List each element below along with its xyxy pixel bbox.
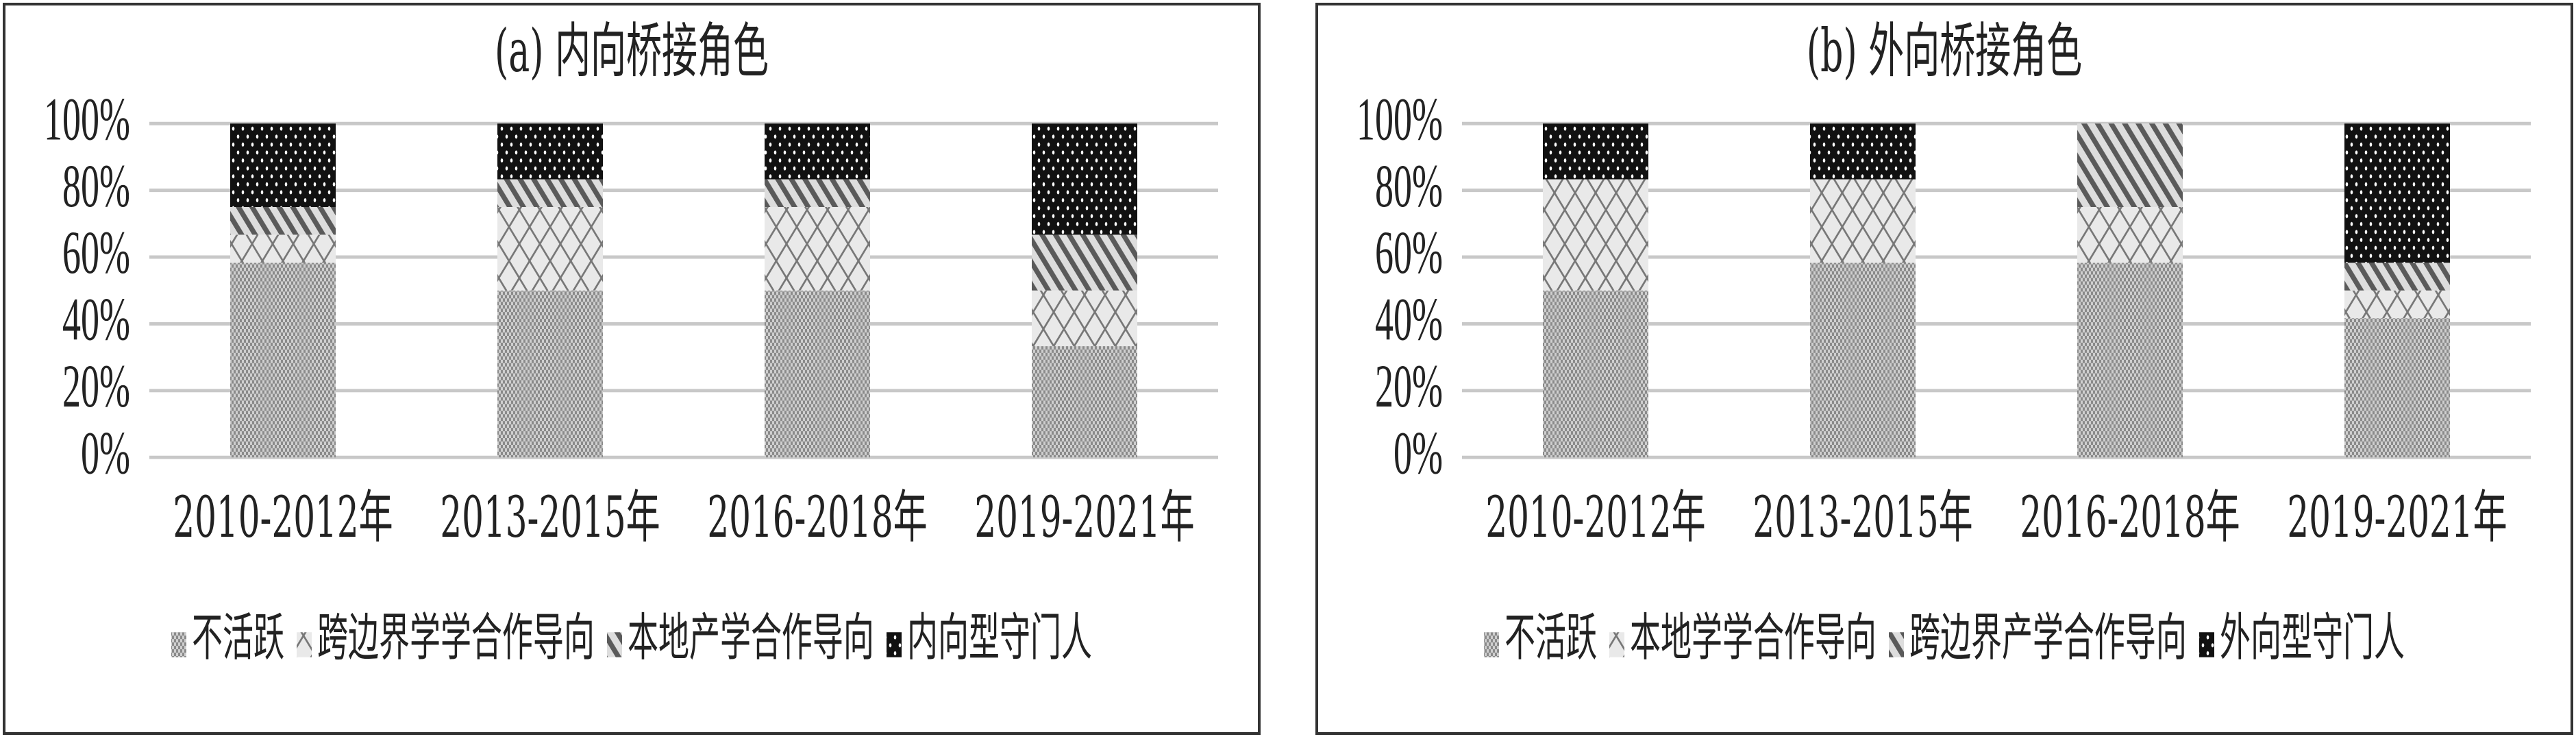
legend-swatch: [1609, 632, 1624, 657]
bar-segment: [497, 123, 603, 180]
bar-segment: [765, 290, 870, 458]
bar-segment: [765, 179, 870, 207]
bar-segment: [2344, 263, 2450, 291]
bar-segment: [230, 206, 336, 235]
y-tick-label: 20%: [1375, 352, 1443, 420]
chart-title: (a) 内向桥接角色: [495, 16, 769, 85]
y-tick-label: 60%: [62, 218, 130, 286]
bar-segment: [2077, 123, 2183, 207]
y-tick-label: 40%: [1375, 285, 1443, 353]
bar-segment: [1543, 179, 1648, 291]
y-tick-label: 100%: [1357, 85, 1443, 153]
chart-b-svg: (b) 外向桥接角色 0%20%40%60%80%100% 2010-2012年 20…: [1357, 16, 2531, 668]
bar-segment: [1543, 123, 1648, 180]
bar-segment: [1810, 263, 1916, 458]
chart-panel-a: (a) 内向桥接角色 0% 20% 40% 60% 80% 100% 2010-2012年 20…: [3, 3, 1261, 735]
legend: 不活跃 跨边界学学合作导向 本地产学合作导向 内向型守门人: [171, 607, 1092, 668]
y-tick-label: 80%: [1375, 152, 1443, 219]
y-tick-label: 60%: [1375, 218, 1443, 286]
legend-swatch: [171, 632, 186, 657]
x-category-label: 2013-2015年: [440, 485, 660, 551]
legend-swatch: [2199, 632, 2214, 657]
legend-swatch: [1484, 632, 1499, 657]
y-tick-label: 80%: [62, 152, 130, 219]
chart-panel-b: (b) 外向桥接角色 0% 20% 40% 60% 80% 100% 2010-2012年 20…: [1315, 3, 2573, 735]
legend-label: 本地产学合作导向: [628, 607, 874, 667]
legend-swatch: [887, 632, 902, 657]
x-category-label: 2019-2021年: [974, 485, 1194, 551]
legend-swatch: [607, 632, 622, 657]
y-tick-label: 0%: [1394, 418, 1443, 486]
bar-segment: [2077, 206, 2183, 263]
bar-segment: [2344, 123, 2450, 263]
bar-segment: [230, 263, 336, 458]
legend-label: 跨边界产学合作导向: [1909, 607, 2187, 667]
bar-segment: [2344, 290, 2450, 319]
bar-segment: [497, 290, 603, 458]
legend-label: 不活跃: [1504, 607, 1597, 667]
x-category-label: 2016-2018年: [707, 485, 927, 551]
bar-segment: [1543, 290, 1648, 458]
chart-title: (b) 外向桥接角色: [1807, 16, 2082, 85]
bar-segment: [230, 123, 336, 207]
bar-segment: [497, 179, 603, 207]
legend-label: 内向型守门人: [907, 607, 1092, 667]
bar-segment: [1032, 234, 1137, 291]
legend-label: 本地学学合作导向: [1630, 607, 1877, 667]
x-category-label: 2010-2012年: [173, 485, 393, 551]
legend: 不活跃 本地学学合作导向 跨边界产学合作导向 外向型守门人: [1484, 607, 2405, 668]
bar-segment: [2077, 263, 2183, 458]
legend-swatch: [297, 632, 312, 657]
bar-segment: [1810, 123, 1916, 180]
x-category-label: 2013-2015年: [1753, 485, 1972, 551]
legend-label: 外向型守门人: [2220, 607, 2405, 667]
bar-segment: [1032, 290, 1137, 347]
bar-segment: [1810, 179, 1916, 263]
bar-segment: [1032, 123, 1137, 235]
bar-segment: [2344, 318, 2450, 458]
y-tick-label: 100%: [44, 85, 130, 153]
legend-swatch: [1889, 632, 1904, 657]
chart-a-svg: (a) 内向桥接角色 0%20%40%60%80%100% 2010-2012年 20…: [44, 16, 1218, 668]
bar-segment: [230, 234, 336, 263]
y-tick-label: 20%: [62, 352, 130, 420]
y-tick-label: 0%: [81, 418, 130, 486]
bar-segment: [1032, 346, 1137, 458]
bar-segment: [765, 206, 870, 291]
x-category-label: 2016-2018年: [2020, 485, 2240, 551]
x-category-label: 2010-2012年: [1485, 485, 1705, 551]
bar-segment: [497, 206, 603, 291]
legend-label: 跨边界学学合作导向: [317, 607, 595, 667]
bar-segment: [765, 123, 870, 180]
x-category-label: 2019-2021年: [2287, 485, 2507, 551]
y-tick-label: 40%: [62, 285, 130, 353]
legend-label: 不活跃: [192, 607, 284, 667]
